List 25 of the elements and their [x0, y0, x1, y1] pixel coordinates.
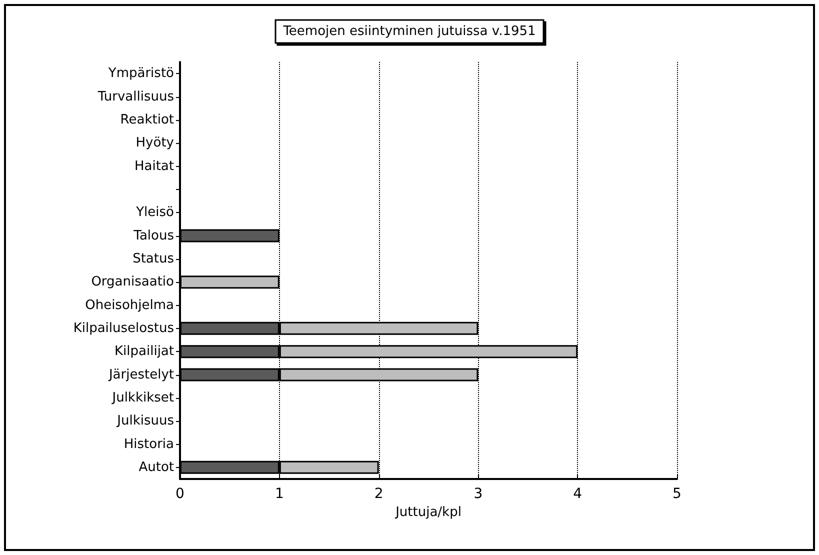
x-tick-label: 5 — [672, 486, 682, 502]
y-tick-label: Reaktiot — [120, 112, 174, 128]
y-tick-label: Status — [132, 251, 174, 266]
y-tick-label: Julkisuus — [116, 414, 174, 429]
y-tick-label: Oheisohjelma — [85, 298, 174, 313]
y-tick-label: Autot — [138, 460, 174, 475]
x-tick-label: 2 — [374, 486, 384, 502]
y-tick-label: Organisaatio — [91, 274, 174, 290]
y-tick-label: Talous — [132, 228, 174, 244]
x-tick-label: 4 — [573, 486, 582, 502]
y-tick-label: Julkkikset — [111, 390, 174, 406]
y-tick-label: Kilpailijat — [114, 344, 174, 360]
y-tick-label: Haitat — [134, 158, 174, 174]
y-tick-label: Kilpailuselostus — [73, 320, 174, 336]
chart-title: Teemojen esiintyminen jutuissa v.1951 — [282, 24, 536, 39]
x-tick-label: 0 — [176, 486, 184, 502]
y-tick-label: Ympäristö — [107, 66, 174, 82]
y-tick-label: Järjestelyt — [108, 367, 174, 382]
x-axis-title: Juttuja/kpl — [394, 504, 462, 520]
y-tick-label: Historia — [124, 436, 174, 452]
x-tick-label: 1 — [274, 486, 284, 502]
y-tick-label: Hyöty — [136, 136, 174, 151]
y-tick-label: Turvallisuus — [96, 89, 174, 104]
x-tick-label: 3 — [474, 486, 483, 502]
y-tick-label: Yleisö — [135, 205, 174, 220]
